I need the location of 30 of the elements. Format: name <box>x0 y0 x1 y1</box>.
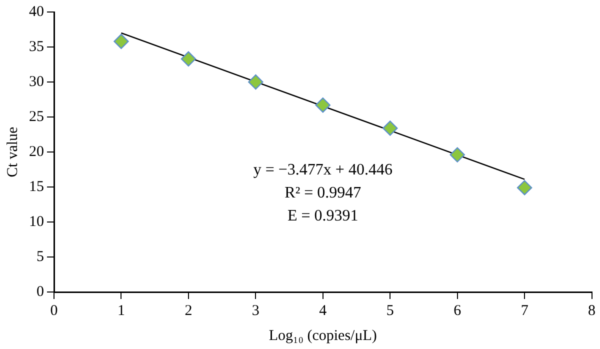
y-tick-label: 10 <box>29 214 44 230</box>
x-tick-label: 1 <box>117 302 125 319</box>
point <box>450 147 465 162</box>
point <box>180 51 196 66</box>
x-tick-label: 0 <box>50 302 58 319</box>
point <box>248 74 264 90</box>
x-tick-label: 7 <box>520 302 529 319</box>
y-tick-label: 0 <box>36 284 44 300</box>
y-tick-label: 5 <box>36 248 44 265</box>
y-tick-label: 15 <box>29 178 44 195</box>
annotation: E = 0.9391 <box>288 207 358 224</box>
annotation: y = −3.477x + 40.446 <box>253 161 392 178</box>
annotation: R² = 0.9947 <box>284 184 362 202</box>
x-tick-label: 6 <box>454 302 462 319</box>
y-tick-label: 20 <box>29 144 44 160</box>
x-tick-label: 4 <box>319 302 328 319</box>
x-tick-label: 2 <box>184 302 192 319</box>
y-axis-title: Ct value <box>4 126 21 178</box>
y-tick-label: 35 <box>29 38 44 55</box>
point <box>315 98 330 113</box>
point <box>382 120 398 136</box>
x-tick-label: 3 <box>252 302 260 319</box>
y-tick-label: 25 <box>29 108 44 125</box>
point <box>516 180 532 196</box>
x-tick-label: 5 <box>386 302 394 319</box>
x-axis-title: Log₁₀ (copies/μL) <box>268 328 377 344</box>
y-tick-label: 40 <box>29 4 44 20</box>
y-tick-label: 30 <box>29 74 44 90</box>
point <box>114 34 129 49</box>
x-tick-label: 8 <box>588 302 596 319</box>
